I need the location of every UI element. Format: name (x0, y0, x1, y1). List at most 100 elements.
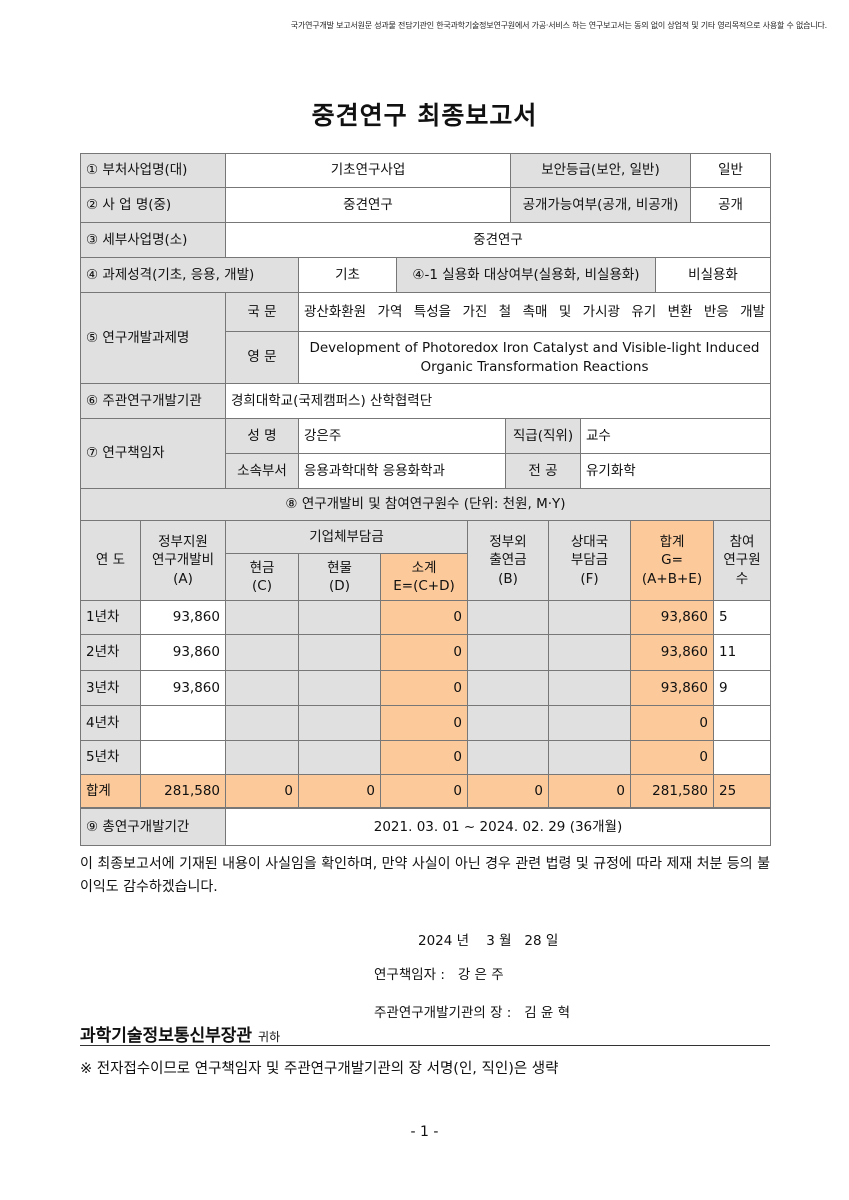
value-major-text: 유기화학 (586, 462, 636, 479)
value-ministry-program: 기초연구사업 (225, 153, 511, 188)
header-in-kind: 현물 (D) (298, 553, 381, 601)
page-number: - 1 - (410, 1124, 439, 1140)
budget-cell-non-gov (467, 634, 549, 671)
value-project-nature-text: 기초 (335, 266, 360, 283)
budget-cell-subtotal: 0 (380, 600, 468, 635)
budget-cell-total-text: 281,580 (652, 782, 708, 799)
label-principal-investigator-text: ⑦ 연구책임자 (86, 445, 165, 462)
value-major: 유기화학 (580, 453, 771, 489)
budget-cell-cash (225, 670, 299, 706)
budget-cell-cash (225, 740, 299, 775)
budget-cell-gov-funding-text: 281,580 (164, 782, 220, 799)
budget-cell-year: 1년차 (80, 600, 141, 635)
value-total-period: 2021. 03. 01 ~ 2024. 02. 29 (36개월) (225, 808, 771, 846)
page-title: 중견연구 최종보고서 (311, 101, 538, 130)
label-program-text: ② 사 업 명(중) (86, 196, 172, 213)
label-lead-institution: ⑥ 주관연구개발기관 (80, 383, 226, 419)
budget-cell-partner-country (548, 600, 631, 635)
budget-cell-year-text: 합계 (86, 782, 111, 799)
label-principal-investigator: ⑦ 연구책임자 (80, 418, 226, 489)
budget-cell-non-gov (467, 670, 549, 706)
budget-cell-staff-count-text: 9 (719, 679, 728, 696)
value-sub-program-text: 중견연구 (473, 231, 523, 248)
budget-cell-gov-funding-text: 93,860 (172, 609, 220, 626)
label-commercialization-text: ④-1 실용화 대상여부(실용화, 비실용화) (412, 266, 640, 283)
budget-cell-year: 3년차 (80, 670, 141, 706)
label-korean-title-text: 국 문 (247, 303, 277, 320)
divider (80, 1045, 770, 1046)
budget-cell-subtotal: 0 (380, 774, 468, 808)
budget-cell-in-kind (298, 600, 381, 635)
budget-cell-subtotal-text: 0 (453, 782, 462, 799)
value-total-period-text: 2021. 03. 01 ~ 2024. 02. 29 (36개월) (373, 818, 623, 835)
value-security-level-text: 일반 (718, 162, 743, 179)
budget-cell-gov-funding (140, 705, 226, 741)
budget-cell-staff-count-text: 25 (719, 782, 737, 799)
header-gov-funding: 정부지원 연구개발비 (A) (140, 520, 226, 601)
value-program: 중견연구 (225, 187, 511, 223)
budget-cell-year-text: 4년차 (86, 714, 120, 731)
budget-cell-in-kind-text: 0 (366, 782, 375, 799)
header-partner-country-text: 상대국 부담금 (F) (570, 534, 609, 587)
header-year: 연 도 (80, 520, 141, 601)
header-subtotal-text: 소계 E=(C+D) (393, 559, 455, 594)
label-project-nature-text: ④ 과제성격(기초, 응용, 개발) (86, 266, 255, 283)
recipient: 과학기술정보통신부장관 귀하 (80, 1021, 280, 1046)
budget-cell-year: 합계 (80, 774, 141, 808)
label-korean-title: 국 문 (225, 292, 299, 332)
header-non-gov: 정부외 출연금 (B) (467, 520, 549, 601)
budget-cell-subtotal-text: 0 (453, 714, 462, 731)
value-lead-institution-text: 경희대학교(국제캠퍼스) 산학협력단 (231, 392, 433, 409)
budget-cell-year-text: 1년차 (86, 609, 120, 626)
budget-cell-cash (225, 600, 299, 635)
label-project-title: ⑤ 연구개발과제명 (80, 292, 226, 384)
label-english-title: 영 문 (225, 331, 299, 384)
label-total-period-text: ⑨ 총연구개발기간 (86, 818, 190, 835)
budget-cell-partner-country: 0 (548, 774, 631, 808)
budget-cell-in-kind (298, 634, 381, 671)
label-project-title-text: ⑤ 연구개발과제명 (86, 329, 190, 346)
label-budget-section: ⑧ 연구개발비 및 참여연구원수 (단위: 천원, M·Y) (80, 488, 771, 521)
budget-cell-year-text: 3년차 (86, 679, 120, 696)
label-disclosure-text: 공개가능여부(공개, 비공개) (522, 196, 679, 213)
header-cash: 현금 (C) (225, 553, 299, 601)
label-name-text: 성 명 (247, 427, 277, 444)
budget-cell-year: 5년차 (80, 740, 141, 775)
header-non-gov-text: 정부외 출연금 (B) (489, 534, 527, 587)
header-company-share-text: 기업체부담금 (309, 528, 384, 545)
value-commercialization-text: 비실용화 (688, 266, 738, 283)
budget-cell-partner-country (548, 670, 631, 706)
label-program: ② 사 업 명(중) (80, 187, 226, 223)
value-lead-institution: 경희대학교(국제캠퍼스) 산학협력단 (225, 383, 771, 419)
label-security-level: 보안등급(보안, 일반) (510, 153, 691, 188)
label-ministry-program-text: ① 부처사업명(대) (86, 162, 188, 179)
label-ministry-program: ① 부처사업명(대) (80, 153, 226, 188)
budget-cell-total-text: 93,860 (660, 609, 708, 626)
value-name: 강은주 (298, 418, 506, 454)
budget-cell-total-text: 0 (699, 714, 708, 731)
budget-cell-cash-text: 0 (284, 782, 293, 799)
label-commercialization: ④-1 실용화 대상여부(실용화, 비실용화) (396, 257, 656, 293)
value-security-level: 일반 (690, 153, 771, 188)
header-cash-text: 현금 (C) (249, 559, 275, 594)
budget-cell-partner-country-text: 0 (616, 782, 625, 799)
budget-cell-gov-funding (140, 740, 226, 775)
budget-cell-partner-country (548, 705, 631, 741)
budget-cell-gov-funding: 93,860 (140, 600, 226, 635)
budget-cell-total-text: 0 (699, 749, 708, 766)
footnote: ※ 전자접수이므로 연구책임자 및 주관연구개발기관의 장 서명(인, 직인)은… (80, 1061, 559, 1077)
value-commercialization: 비실용화 (655, 257, 771, 293)
value-english-title: Development of Photoredox Iron Catalyst … (298, 331, 771, 384)
header-total-text: 합계 G=(A+B+E) (641, 534, 703, 587)
header-staff-count: 참여 연구원수 (713, 520, 771, 601)
budget-cell-non-gov-text: 0 (534, 782, 543, 799)
header-gov-funding-text: 정부지원 연구개발비 (A) (151, 534, 215, 587)
budget-cell-subtotal-text: 0 (453, 609, 462, 626)
budget-cell-non-gov (467, 705, 549, 741)
budget-cell-total: 93,860 (630, 600, 714, 635)
budget-cell-staff-count: 9 (713, 670, 771, 706)
value-disclosure: 공개 (690, 187, 771, 223)
budget-cell-total-text: 93,860 (660, 679, 708, 696)
budget-cell-in-kind: 0 (298, 774, 381, 808)
header-company-share: 기업체부담금 (225, 520, 468, 554)
